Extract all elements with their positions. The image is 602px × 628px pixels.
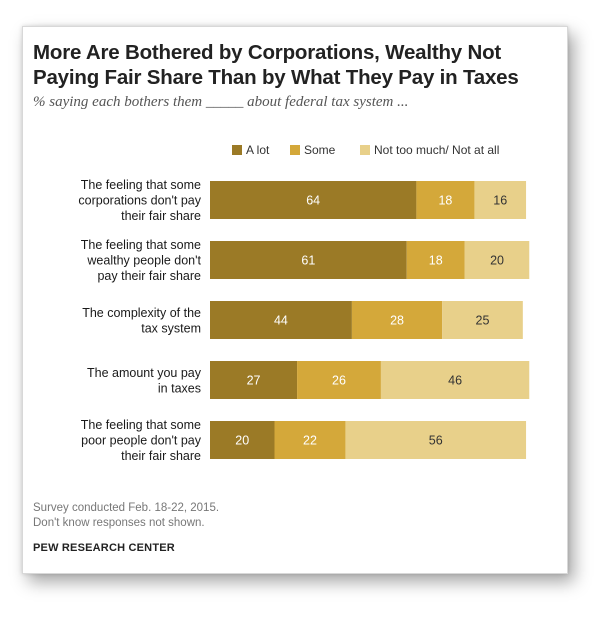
category-label-2: The feeling that some wealthy people don'… — [81, 238, 202, 283]
value-label-not-too-much-3: 25 — [476, 314, 490, 328]
note-survey-date: Survey conducted Feb. 18-22, 2015. — [33, 502, 220, 514]
value-label-a-lot-1: 64 — [306, 194, 320, 208]
legend-item-a-lot: A lot — [232, 143, 269, 157]
value-label-some-2: 18 — [429, 254, 443, 268]
value-label-not-too-much-5: 56 — [429, 434, 443, 448]
chart-subtitle: % saying each bothers them _____ about f… — [33, 94, 409, 110]
bar-a-lot-3 — [210, 301, 352, 339]
value-label-a-lot-2: 61 — [301, 254, 315, 268]
chart-notes: Survey conducted Feb. 18-22, 2015. Don't… — [33, 501, 219, 531]
value-label-some-4: 26 — [332, 374, 346, 388]
source-credit: PEW RESEARCH CENTER — [33, 542, 175, 554]
category-label-line: poor people don't pay — [81, 434, 202, 448]
bar-a-lot-5 — [210, 421, 275, 459]
bar-a-lot-4 — [210, 361, 298, 399]
title-line-2: Paying Fair Share Than by What They Pay … — [33, 66, 519, 89]
bar-not-too-much-2 — [464, 241, 530, 279]
bar-some-5 — [274, 421, 346, 459]
category-label-5: The feeling that some poor people don't p… — [81, 418, 202, 463]
category-label-line: tax system — [141, 321, 201, 335]
chart-title: More Are Bothered by Corporations, Wealt… — [33, 40, 563, 90]
bar-a-lot-2 — [210, 241, 407, 279]
bar-some-1 — [416, 181, 475, 219]
bar-not-too-much-4 — [380, 361, 530, 399]
value-label-not-too-much-1: 16 — [493, 194, 507, 208]
bar-some-4 — [297, 361, 381, 399]
category-label-line: their fair share — [121, 449, 201, 463]
value-label-a-lot-4: 27 — [247, 374, 261, 388]
category-label-line: wealthy people don't — [86, 254, 201, 268]
value-label-some-1: 18 — [438, 194, 452, 208]
value-label-some-5: 22 — [303, 434, 317, 448]
category-label-line: The amount you pay — [87, 366, 202, 380]
category-label-4: The amount you pay in taxes — [87, 366, 202, 396]
category-label-line: their fair share — [121, 209, 201, 223]
legend-swatch-a-lot — [232, 145, 242, 155]
value-label-not-too-much-4: 46 — [448, 374, 462, 388]
bar-not-too-much-3 — [442, 301, 523, 339]
category-label-1: The feeling that some corporations don't … — [78, 178, 201, 223]
legend-swatch-not-too-much — [360, 145, 370, 155]
legend-label-a-lot: A lot — [246, 143, 270, 157]
value-label-not-too-much-2: 20 — [490, 254, 504, 268]
note-dont-know: Don't know responses not shown. — [33, 517, 205, 529]
category-label-3: The complexity of the tax system — [82, 306, 201, 336]
chart-card — [22, 26, 568, 574]
legend-label-some: Some — [304, 143, 336, 157]
value-label-a-lot-5: 20 — [235, 434, 249, 448]
category-label-line: corporations don't pay — [78, 194, 201, 208]
legend-label-not-too-much: Not too much/ Not at all — [374, 143, 500, 157]
legend-item-some: Some — [290, 143, 335, 157]
category-label-line: The feeling that some — [81, 178, 201, 192]
bar-some-2 — [406, 241, 465, 279]
value-label-a-lot-3: 44 — [274, 314, 288, 328]
title-line-1: More Are Bothered by Corporations, Wealt… — [33, 41, 502, 64]
legend-swatch-some — [290, 145, 300, 155]
bar-not-too-much-1 — [474, 181, 527, 219]
category-label-line: The feeling that some — [81, 418, 201, 432]
category-label-line: The feeling that some — [81, 238, 201, 252]
bar-a-lot-1 — [210, 181, 417, 219]
legend-item-not-too-much: Not too much/ Not at all — [360, 143, 499, 157]
value-label-some-3: 28 — [390, 314, 404, 328]
category-label-line: in taxes — [158, 381, 201, 395]
category-label-line: The complexity of the — [82, 306, 201, 320]
bar-some-3 — [351, 301, 443, 339]
bar-not-too-much-5 — [345, 421, 527, 459]
category-label-line: pay their fair share — [97, 269, 201, 283]
